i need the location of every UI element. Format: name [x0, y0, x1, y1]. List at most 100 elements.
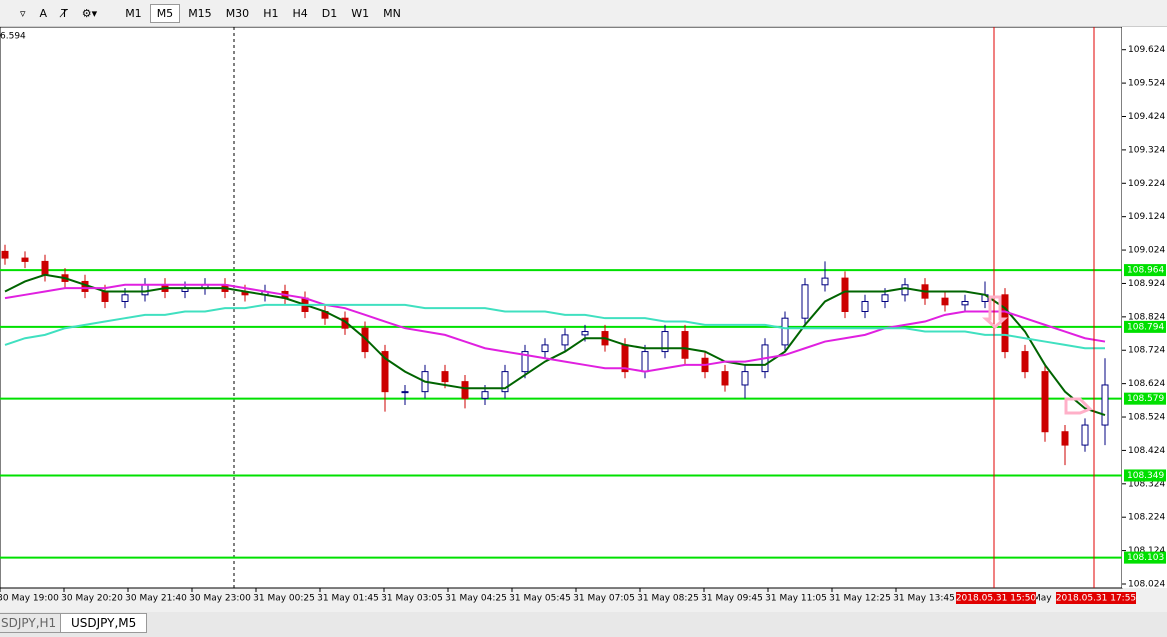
candle-body	[461, 381, 469, 399]
candle-body	[541, 344, 549, 353]
candle-body	[141, 284, 149, 296]
tab[interactable]: SDJPY,H1	[0, 613, 68, 633]
level-tag	[1124, 469, 1166, 482]
candle-body	[841, 277, 849, 313]
y-tick-label: 109.424	[1128, 112, 1165, 122]
plot-area	[0, 27, 1123, 589]
y-tick-label: 108.824	[1128, 312, 1165, 322]
y-tick-label: 108.724	[1128, 346, 1165, 356]
x-tick-label: 31 May 09:45	[701, 594, 763, 604]
x-tick-label: 31 May 07:05	[573, 594, 635, 604]
timeframe-button[interactable]: MN	[383, 6, 401, 20]
level-tag	[1124, 320, 1166, 333]
level-label: 108.964	[1127, 266, 1164, 276]
candle-body	[661, 331, 669, 353]
candle-body	[401, 391, 409, 394]
moving-average	[4, 303, 1105, 350]
x-tick-label: 31 May 00:25	[253, 594, 315, 604]
signal-arrow	[1064, 397, 1093, 415]
candle-body	[121, 294, 129, 302]
x-tick-label: 31 May 13:45	[893, 594, 955, 604]
price-scale	[1122, 27, 1167, 588]
x-tick-label: 31 May 03:05	[381, 594, 443, 604]
y-tick-label: 109.224	[1128, 179, 1165, 189]
candle-body	[1021, 351, 1029, 373]
candle-body	[641, 351, 649, 373]
timeframe-button[interactable]: M5	[149, 3, 181, 23]
candle-body	[801, 284, 809, 319]
candle-body	[681, 331, 689, 359]
x-tick-label: 31 May 05:45	[509, 594, 571, 604]
level-label: 108.579	[1127, 394, 1164, 404]
y-tick-label: 109.024	[1128, 246, 1165, 256]
candle-body	[1081, 424, 1089, 446]
y-tick-label: 108.424	[1128, 446, 1165, 456]
marker-label: 2018.05.31 15:50	[956, 594, 1037, 604]
candle-body	[21, 257, 29, 262]
candle-body	[1, 250, 9, 259]
candle-body	[861, 300, 869, 313]
y-tick-label: 109.124	[1128, 212, 1165, 222]
marker-tag	[956, 592, 1036, 604]
level-label: 108.103	[1127, 553, 1164, 563]
timeframe-button[interactable]: D1	[321, 6, 338, 20]
tool-button[interactable]: ⚙▾	[81, 6, 98, 20]
timeframe-button[interactable]: M30	[225, 6, 250, 20]
x-tick-label: May	[1033, 594, 1052, 604]
level-label: 108.349	[1127, 471, 1164, 481]
timeframe-button[interactable]: H4	[292, 6, 308, 20]
corner-label: 6.594	[0, 32, 26, 42]
y-tick-label: 108.224	[1128, 513, 1165, 523]
candle-body	[901, 284, 909, 296]
x-tick-label: 30 May 23:00	[189, 594, 251, 604]
y-tick-label: 108.524	[1128, 413, 1165, 423]
level-tag	[1124, 392, 1166, 405]
y-tick-label: 108.924	[1128, 279, 1165, 289]
candle-body	[581, 331, 589, 336]
candle-body	[41, 260, 49, 276]
timeframe-button[interactable]: M1	[125, 6, 142, 20]
candle-body	[381, 351, 389, 393]
x-tick-label: 30 May 21:40	[125, 594, 187, 604]
tab-bar: SDJPY,H1 USDJPY,M5	[0, 612, 1167, 637]
candle-body	[741, 371, 749, 386]
moving-average	[4, 283, 1106, 373]
tool-button[interactable]: T̸	[61, 6, 68, 20]
toolbar: ▿ A T̸ ⚙▾ M1 M5 M15 M30 H1 H4 D1 W1 MN	[0, 0, 1167, 27]
y-tick-label: 108.324	[1128, 479, 1165, 489]
x-tick-label: 31 May 11:05	[765, 594, 827, 604]
candle-body	[821, 277, 829, 286]
candle-body	[1001, 294, 1009, 353]
x-tick-label: 31 May 04:25	[445, 594, 507, 604]
level-label: 108.794	[1127, 322, 1164, 332]
y-tick-label: 109.524	[1128, 79, 1165, 89]
chart: 6.594 109.624 109.524 109.424 109.324 109.224…	[0, 27, 1167, 604]
timeframe-button[interactable]: M15	[188, 6, 212, 20]
text-tool[interactable]: A	[39, 6, 48, 20]
timeframe-button[interactable]: H1	[263, 6, 279, 20]
candle-body	[501, 371, 509, 393]
level-tag	[1124, 264, 1166, 277]
y-tick-label: 109.624	[1128, 45, 1165, 55]
signal-arrow	[982, 295, 1008, 330]
candle-body	[561, 334, 569, 346]
x-tick-label: 30 May 19:00	[0, 594, 59, 604]
x-tick-label: 31 May 08:25	[637, 594, 699, 604]
timeframe-button[interactable]: W1	[351, 6, 370, 20]
x-tick-label: 31 May 01:45	[317, 594, 379, 604]
marker-label: 2018.05.31 17:55	[1056, 594, 1136, 604]
candle-body	[961, 300, 969, 306]
tool-button[interactable]: ▿	[20, 6, 26, 20]
candle-body	[521, 351, 529, 373]
candle-body	[481, 391, 489, 399]
x-tick-label: 30 May 20:20	[61, 594, 123, 604]
candle-body	[721, 371, 729, 386]
marker-tag	[1056, 592, 1136, 604]
y-tick-label: 108.124	[1128, 546, 1165, 556]
y-tick-label: 108.024	[1128, 579, 1165, 589]
candle-body	[441, 371, 449, 383]
tab[interactable]: USDJPY,M5	[60, 613, 148, 633]
x-tick-label: 31 May 12:25	[829, 594, 891, 604]
candle-body	[101, 290, 109, 302]
